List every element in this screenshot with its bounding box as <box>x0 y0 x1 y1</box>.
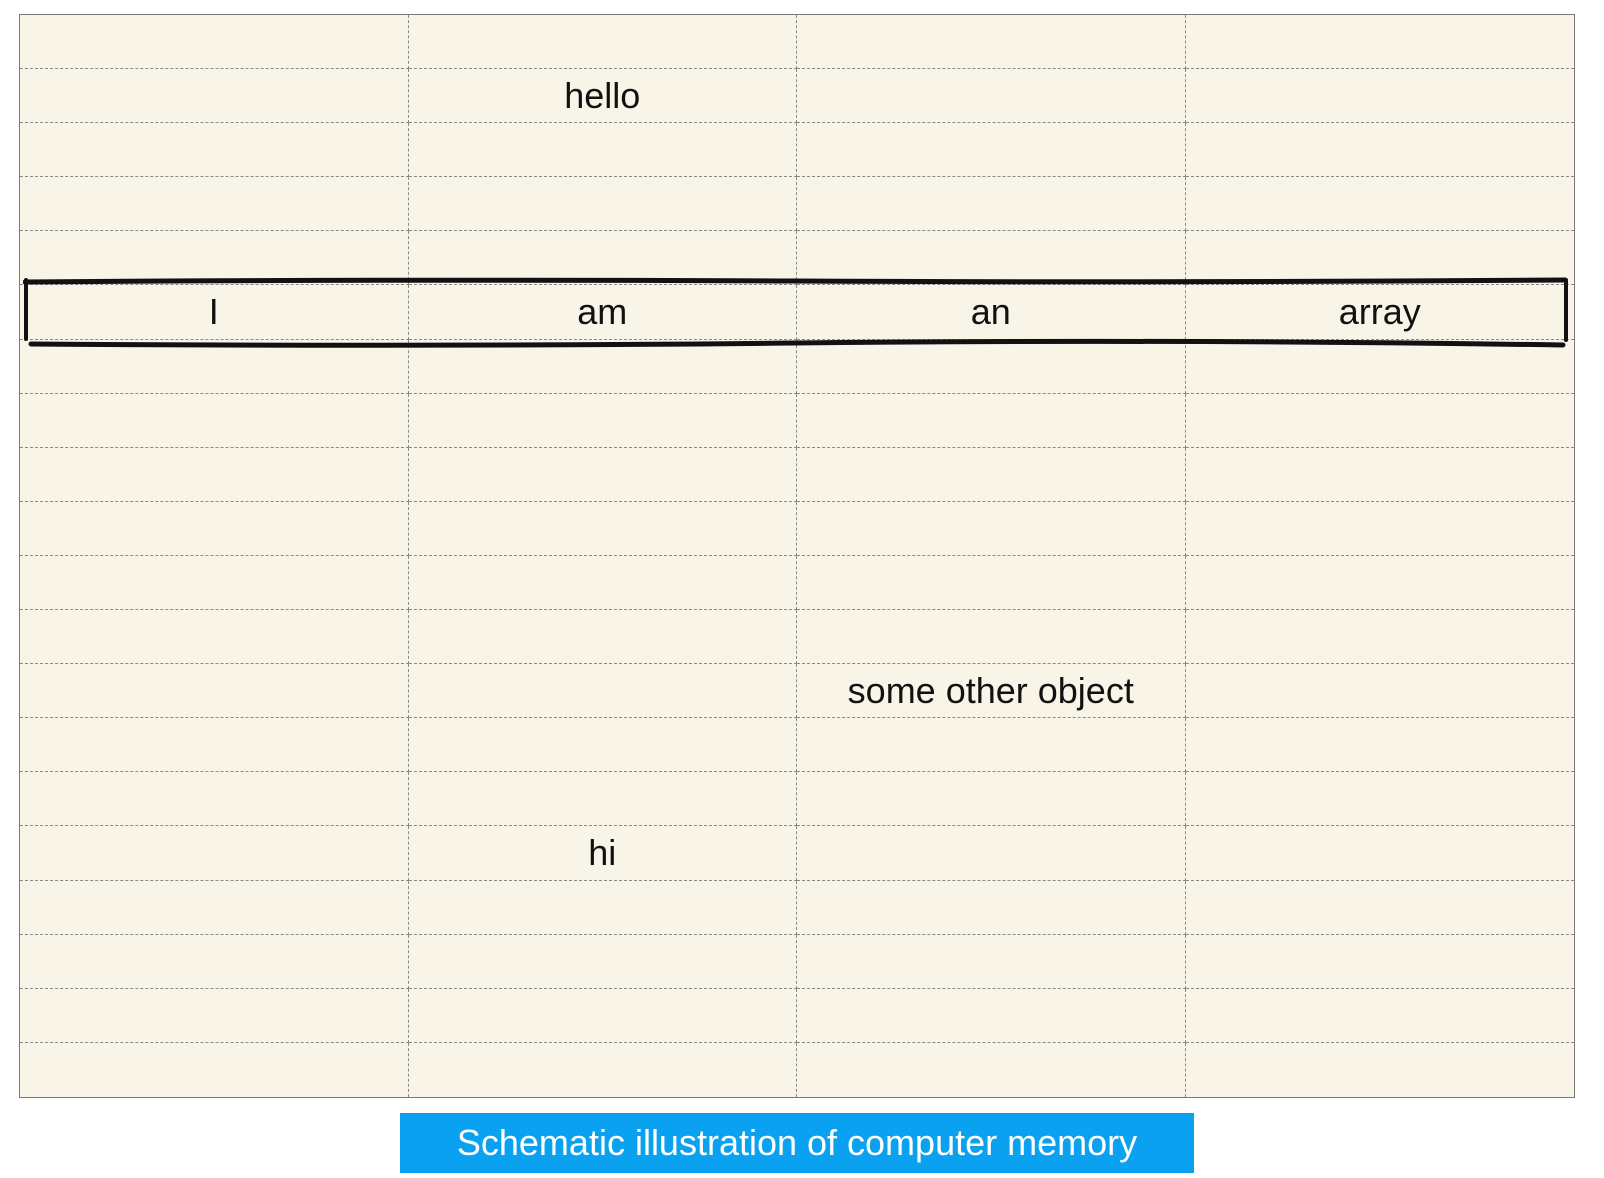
memory-cell <box>797 177 1186 232</box>
memory-cell <box>797 231 1186 286</box>
memory-cell <box>797 610 1186 665</box>
memory-cell <box>20 718 409 773</box>
memory-cell <box>20 177 409 232</box>
memory-cell <box>1185 69 1574 124</box>
memory-cell <box>797 393 1186 448</box>
memory-cell <box>797 69 1186 124</box>
array-element-label: I <box>208 291 219 333</box>
memory-cell: hello <box>408 69 797 124</box>
memory-cell <box>1185 231 1574 286</box>
memory-cell <box>797 988 1186 1043</box>
memory-object-label: some other object <box>847 669 1134 711</box>
memory-cell <box>20 69 409 124</box>
memory-cell <box>1185 123 1574 178</box>
memory-cell: am <box>408 285 797 340</box>
memory-cell <box>408 123 797 178</box>
memory-cell <box>1185 448 1574 502</box>
memory-cell <box>1185 718 1574 773</box>
memory-cell <box>1185 177 1574 232</box>
memory-cell <box>797 447 1186 502</box>
memory-cell <box>408 15 797 70</box>
memory-cell <box>20 826 409 881</box>
memory-cell <box>1185 556 1574 611</box>
memory-cell <box>1185 394 1574 448</box>
memory-cell <box>1185 340 1574 394</box>
memory-cell <box>797 880 1186 935</box>
memory-cell <box>1185 935 1574 989</box>
memory-object-label: hi <box>588 832 617 874</box>
memory-cell <box>408 231 797 286</box>
memory-cell <box>1185 502 1574 556</box>
memory-cell <box>408 555 797 611</box>
memory-cell <box>20 610 409 665</box>
memory-cell <box>1185 15 1574 70</box>
memory-cell <box>797 15 1186 70</box>
memory-cell <box>408 447 797 502</box>
memory-cell <box>1185 826 1574 881</box>
memory-cell <box>408 339 797 394</box>
memory-cell <box>20 393 409 448</box>
memory-cell <box>408 393 797 448</box>
memory-cell <box>797 339 1186 394</box>
memory-cell <box>1185 610 1574 665</box>
memory-cell <box>20 934 409 989</box>
memory-cell <box>20 772 409 827</box>
memory-cell <box>408 880 797 935</box>
memory-cell <box>797 934 1186 989</box>
memory-object-label: hello <box>564 74 641 116</box>
memory-cell <box>797 123 1186 178</box>
memory-cell: hi <box>408 826 797 881</box>
memory-cell <box>408 501 797 556</box>
memory-cell <box>797 772 1186 827</box>
memory-cell <box>20 15 409 70</box>
memory-cell: array <box>1185 285 1574 340</box>
memory-cell <box>408 934 797 989</box>
memory-cell <box>1185 664 1574 719</box>
memory-cell <box>797 1042 1186 1097</box>
array-element-label: am <box>577 291 628 333</box>
memory-cell: an <box>797 285 1186 340</box>
memory-cell <box>408 988 797 1043</box>
memory-cell <box>20 664 409 719</box>
memory-cell <box>797 555 1186 611</box>
memory-cell <box>797 826 1186 881</box>
memory-cell <box>20 1042 409 1097</box>
memory-cell <box>797 718 1186 773</box>
diagram-caption: Schematic illustration of computer memor… <box>400 1113 1194 1173</box>
memory-cell: some other object <box>797 664 1186 719</box>
memory-cell <box>20 501 409 556</box>
memory-cell <box>1186 1043 1575 1097</box>
memory-cell <box>409 1042 797 1097</box>
memory-cell <box>20 339 409 394</box>
memory-cell <box>1185 772 1574 827</box>
memory-cell <box>1185 881 1574 935</box>
memory-cell <box>797 501 1186 556</box>
memory-cell <box>20 447 409 502</box>
memory-cell: I <box>20 285 409 340</box>
memory-cell <box>1185 989 1574 1043</box>
memory-cell <box>20 880 409 935</box>
memory-cell <box>20 231 409 286</box>
array-element-label: an <box>970 291 1011 333</box>
memory-cell <box>20 555 409 611</box>
memory-cell <box>408 177 797 232</box>
memory-cell <box>20 123 409 178</box>
memory-cell <box>20 988 409 1043</box>
memory-cell <box>408 610 797 665</box>
memory-cell <box>408 664 797 719</box>
memory-cell <box>408 718 797 773</box>
memory-cell <box>408 772 797 827</box>
array-element-label: array <box>1338 291 1421 333</box>
